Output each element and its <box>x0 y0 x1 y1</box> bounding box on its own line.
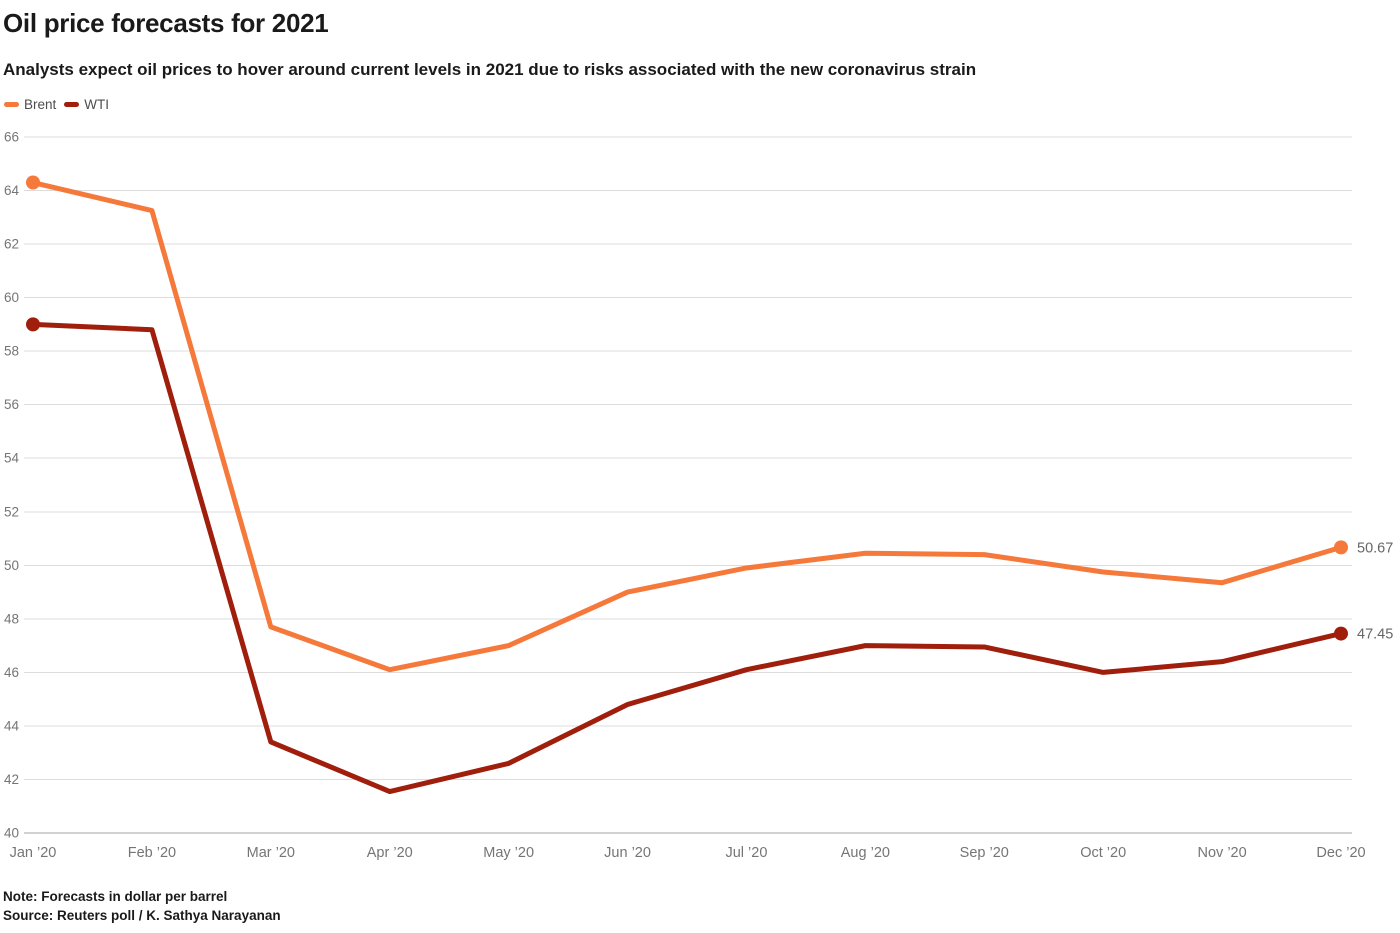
x-tick-label: Sep ’20 <box>960 845 1009 861</box>
x-tick-label: Mar ’20 <box>247 845 295 861</box>
series-line-wti <box>30 321 1344 795</box>
y-tick-label: 48 <box>4 611 19 626</box>
series-endpoint-dot-brent <box>1334 540 1348 555</box>
x-tick-label: Jan ’20 <box>10 845 57 861</box>
series-end-value-label-brent: 50.67 <box>1357 540 1393 556</box>
x-tick-label: May ’20 <box>483 845 534 861</box>
y-tick-label: 60 <box>4 290 19 305</box>
x-tick-label: Jun ’20 <box>604 845 651 861</box>
x-tick-label: Dec ’20 <box>1316 845 1365 861</box>
chart-note: Note: Forecasts in dollar per barrel <box>3 889 228 904</box>
legend-item-brent: Brent <box>4 97 56 112</box>
y-tick-label: 52 <box>4 504 19 519</box>
x-tick-label: Oct ’20 <box>1080 845 1126 861</box>
y-tick-label: 46 <box>4 665 19 680</box>
y-tick-label: 42 <box>4 772 19 787</box>
series-endpoint-dot-brent <box>26 175 40 190</box>
y-tick-label: 44 <box>4 718 20 733</box>
legend-label: WTI <box>84 96 110 112</box>
y-tick-label: 62 <box>4 237 19 252</box>
series-endpoint-dot-wti <box>26 317 40 332</box>
series-line-brent <box>30 180 1344 673</box>
x-tick-label: Feb ’20 <box>128 845 176 861</box>
series-end-value-label-wti: 47.45 <box>1357 627 1393 643</box>
y-tick-label: 40 <box>4 826 19 841</box>
legend-swatch-brent <box>4 101 19 107</box>
x-tick-label: Jul ’20 <box>725 845 767 861</box>
y-tick-label: 66 <box>4 130 19 145</box>
x-tick-label: Aug ’20 <box>841 845 890 861</box>
y-tick-label: 54 <box>4 451 20 466</box>
legend-swatch-wti <box>64 101 80 107</box>
legend-label: Brent <box>24 96 57 112</box>
y-tick-label: 64 <box>4 183 20 198</box>
x-tick-label: Apr ’20 <box>367 845 413 861</box>
legend-item-wti: WTI <box>64 97 109 112</box>
x-tick-label: Nov ’20 <box>1198 845 1247 861</box>
y-tick-label: 50 <box>4 558 19 573</box>
chart-subtitle: Analysts expect oil prices to hover arou… <box>3 60 977 79</box>
y-tick-label: 56 <box>4 397 19 412</box>
series-endpoint-dot-wti <box>1334 626 1348 641</box>
y-tick-label: 58 <box>4 344 19 359</box>
chart-source: Source: Reuters poll / K. Sathya Narayan… <box>3 908 281 923</box>
legend: Brent WTI <box>4 96 109 112</box>
page-title: Oil price forecasts for 2021 <box>3 8 329 38</box>
